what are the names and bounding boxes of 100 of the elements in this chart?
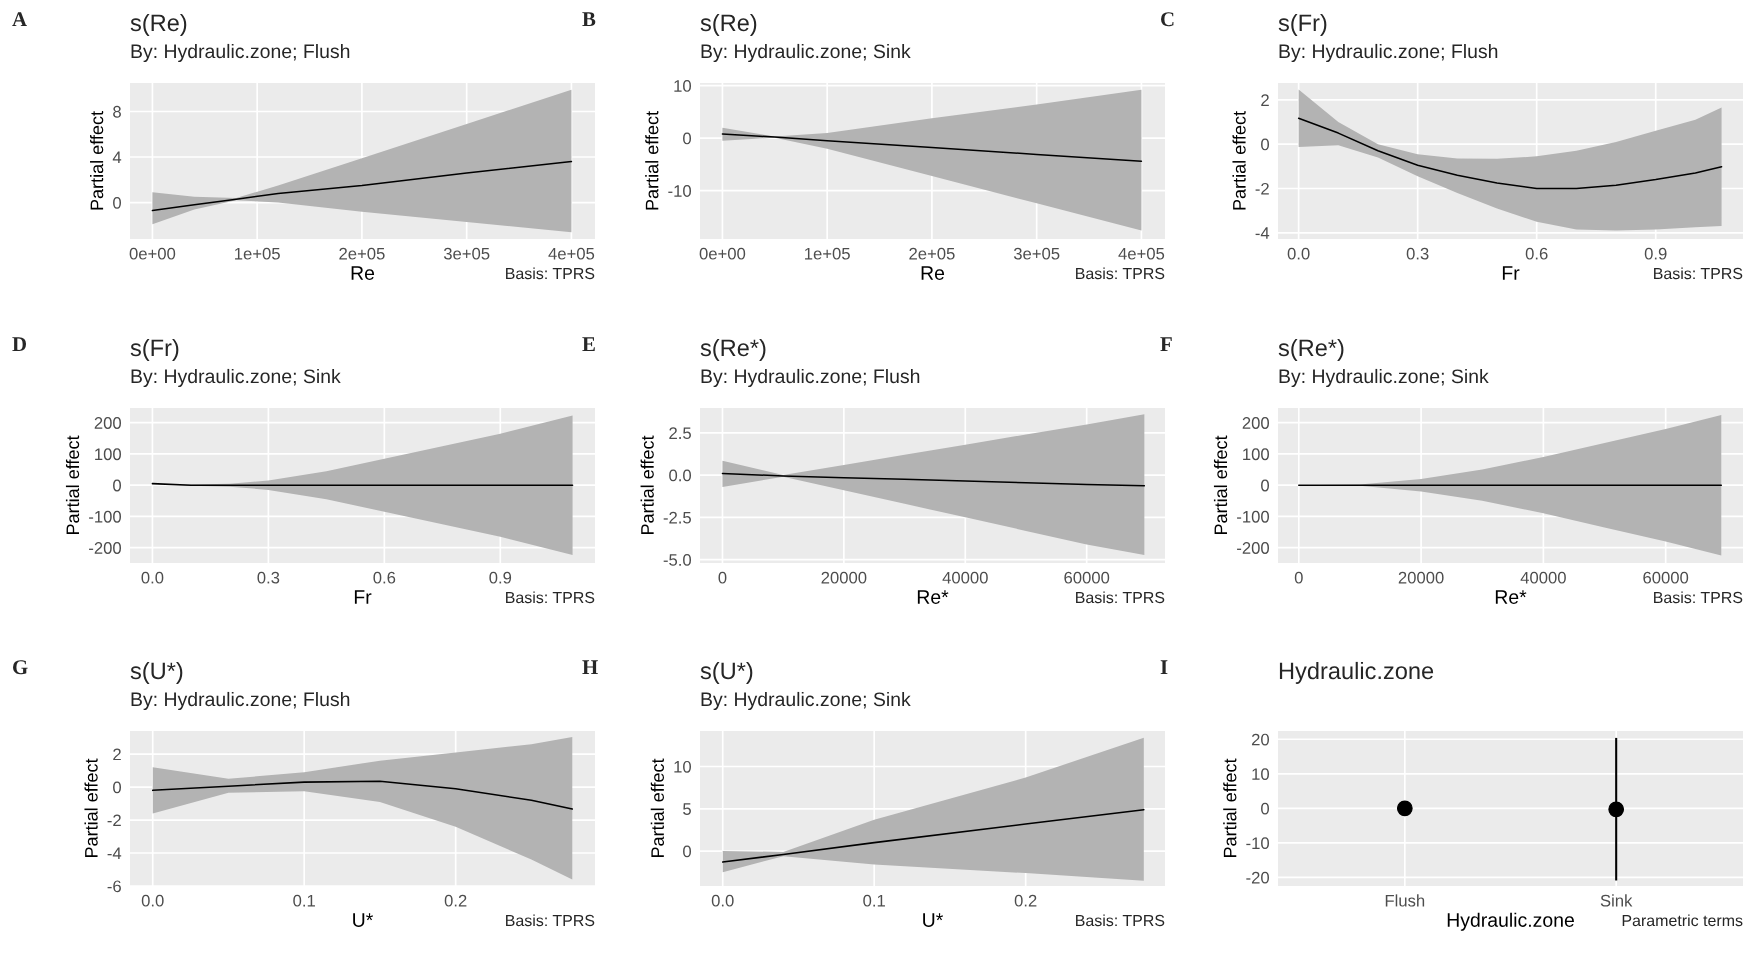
chart-title: s(Re*) [1278,338,1344,361]
line-series [1297,117,1723,190]
x-tick-label: 0.0 [141,571,164,584]
y-tick-label: 10 [1252,768,1270,781]
x-axis-title: Re [921,266,945,280]
x-axis-title: Re* [1495,590,1527,604]
y-tick-label: 10 [674,760,692,773]
chart-title: s(U*) [130,661,183,684]
x-tick-label: 0e+00 [129,247,176,260]
chart-title: s(Re) [700,13,757,36]
y-tick-label: -10 [668,185,692,197]
y-tick-label: 0 [683,132,692,145]
y-tick-label: -100 [89,510,122,523]
x-axis-title: Re* [917,590,949,604]
text: H [582,660,598,674]
x-tick-label: 20000 [1398,571,1444,584]
text: C [1161,12,1174,27]
y-tick-label: 0 [1261,138,1270,151]
text: Basis: TPRS [1076,914,1165,927]
y-tick-label: 5 [683,803,691,815]
y-tick-label: -6 [107,880,121,893]
x-axis-title: Fr [354,590,372,604]
chart-subtitle: By: Hydraulic.zone; Flush [1279,43,1498,63]
y-tick-label: 0 [113,196,122,209]
text: Basis: TPRS [1654,591,1743,604]
chart-title: s(Fr) [1278,13,1327,36]
line-series [721,472,1146,487]
x-tick-label: 0.0 [141,894,164,907]
x-tick-label: 0.3 [1406,247,1429,260]
x-tick-label: 20000 [821,571,867,584]
y-tick-label: -200 [1237,542,1270,554]
x-tick-label: 0.9 [1644,247,1667,260]
x-tick-label: 4e+05 [548,247,595,260]
chart-subtitle: By: Hydraulic.zone; Flush [131,43,350,63]
x-tick-label: 0.6 [1525,247,1548,260]
x-tick-label: 1e+05 [805,247,850,260]
y-tick-label: 100 [95,448,122,461]
text: Basis: TPRS [506,591,595,604]
x-tick-label: 0.6 [373,571,396,584]
line-series [721,133,1143,163]
x-axis-title: Hydraulic.zone [1447,912,1574,931]
chart-subtitle: By: Hydraulic.zone; Sink [701,43,911,63]
chart-title: s(Fr) [130,338,179,361]
chart-subtitle: By: Hydraulic.zone; Sink [1279,368,1489,388]
y-tick-label: 0 [113,479,122,492]
x-tick-label: 0.3 [257,571,280,584]
y-axis-title: Partial effect [84,758,98,858]
y-tick-label: 0 [683,845,692,858]
x-tick-label: 0 [1294,571,1303,584]
y-axis-title: Partial effect [645,111,659,210]
y-tick-label: 0 [1261,802,1270,815]
y-tick-label: -20 [1246,871,1270,884]
chart-title: s(U*) [700,661,753,684]
chart-title: s(Re) [130,13,187,36]
y-tick-label: 4 [112,151,122,164]
x-tick-label: 0.1 [293,894,315,907]
y-tick-label: 0.0 [669,469,692,482]
text: B [582,12,596,27]
text: Basis: TPRS [506,914,595,927]
chart-title: s(Re*) [700,338,766,361]
y-tick-label: 2.5 [669,427,691,440]
y-axis-title: Partial effect [650,758,665,858]
x-tick-label: 40000 [942,571,988,584]
text: E [582,337,595,351]
text: D [12,337,27,352]
x-axis-title: Fr [1502,266,1520,280]
chart-subtitle: By: Hydraulic.zone; Sink [131,368,341,388]
y-tick-label: 10 [674,80,692,92]
text: Basis: TPRS [1076,267,1165,280]
y-tick-label: -2 [1255,182,1269,195]
line-series [721,808,1145,863]
x-tick-label: 0.2 [1014,894,1037,907]
text: G [13,660,28,675]
x-tick-label: 1e+05 [235,247,280,260]
x-tick-label: Flush [1385,894,1425,907]
x-tick-label: 0.2 [444,894,467,907]
y-tick-label: 2 [113,748,121,761]
line-series [151,160,573,212]
x-tick-label: 60000 [1064,571,1110,584]
text: Basis: TPRS [1076,591,1165,604]
y-tick-label: -200 [89,542,122,554]
x-tick-label: 0e+00 [699,247,746,260]
chart-subtitle: By: Hydraulic.zone; Sink [701,691,911,711]
y-tick-label: -5.0 [663,554,692,566]
y-tick-label: 200 [1242,417,1270,429]
x-tick-label: 4e+05 [1118,247,1165,260]
x-tick-label: 3e+05 [1013,247,1060,260]
line-series [151,780,574,810]
y-tick-label: -100 [1237,510,1270,523]
y-axis-title: Partial effect [90,111,104,210]
text: Basis: TPRS [1654,267,1743,280]
x-tick-label: 2e+05 [339,247,385,260]
x-tick-label: Sink [1600,894,1633,907]
text: I [1160,660,1168,674]
y-tick-label: 0 [1261,479,1270,492]
text: Parametric terms [1622,914,1743,927]
y-tick-label: -2 [107,814,121,827]
text: Basis: TPRS [506,267,595,280]
y-axis-title: Partial effect [65,435,80,535]
y-axis-title: Partial effect [1213,435,1228,535]
